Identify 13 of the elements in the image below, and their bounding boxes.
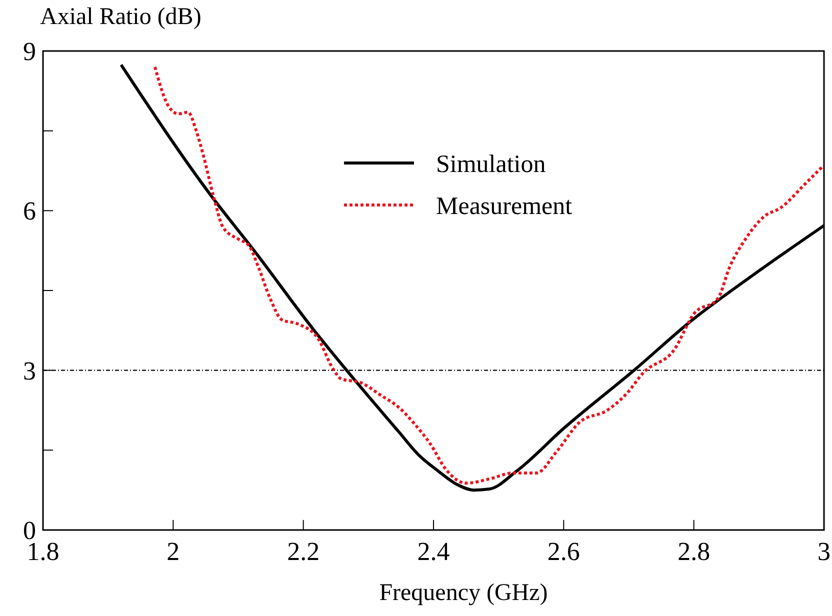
- x-tick-label: 2: [166, 537, 180, 566]
- x-tick-label: 2.2: [287, 537, 320, 566]
- x-axis-title: Frequency (GHz): [379, 580, 548, 606]
- x-tick-label: 3: [818, 537, 830, 566]
- y-tick-label: 6: [23, 196, 36, 226]
- y-tick-label: 9: [23, 37, 36, 66]
- y-tick-label: 3: [23, 356, 36, 386]
- legend-label: Measurement: [436, 193, 572, 220]
- x-tick-label: 2.6: [547, 537, 580, 566]
- x-tick-label: 2.4: [417, 537, 450, 566]
- y-axis-title: Axial Ratio (dB): [40, 4, 202, 30]
- x-tick-label: 2.8: [678, 537, 710, 566]
- legend-label: Simulation: [436, 151, 546, 178]
